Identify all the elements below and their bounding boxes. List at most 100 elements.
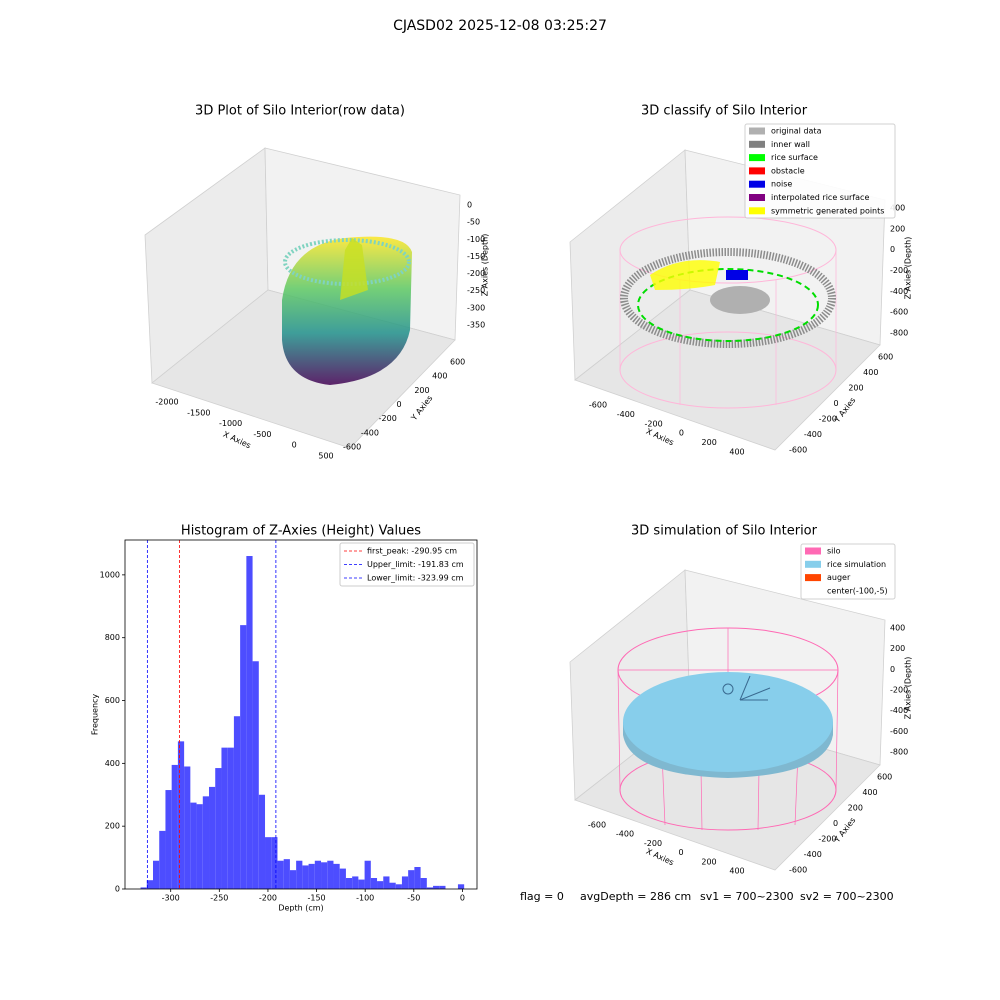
- z-tick-label: -300: [467, 303, 485, 312]
- axis-label: Z Axies (Depth): [481, 234, 490, 297]
- x-tick-label: -1500: [187, 408, 210, 417]
- z-tick-label: -100: [467, 235, 485, 244]
- x-tick-label: 0: [460, 894, 465, 903]
- bar: [314, 860, 322, 889]
- bar: [283, 859, 290, 889]
- y-tick-label: 400: [105, 759, 120, 768]
- x-tick-label: -200: [259, 894, 277, 903]
- footer-text: sv1 = 700~2300: [700, 890, 794, 903]
- bar: [271, 837, 278, 889]
- x-tick-label: 400: [729, 448, 744, 457]
- inner-wall: [620, 248, 836, 348]
- y-tick-label: 600: [878, 353, 893, 362]
- bar: [277, 860, 284, 889]
- legend-swatch: [749, 207, 765, 215]
- legend-label: obstacle: [771, 166, 805, 175]
- y-tick-label: 600: [877, 773, 892, 782]
- bar: [408, 870, 415, 889]
- bar: [352, 876, 359, 889]
- y-tick-label: 200: [105, 822, 120, 831]
- z-tick-label: -200: [890, 266, 908, 275]
- bar: [221, 747, 228, 889]
- legend-swatch: [805, 587, 821, 595]
- legend-swatch: [749, 194, 765, 201]
- x-axis-label: Depth (cm): [278, 904, 323, 913]
- bar: [159, 830, 166, 889]
- legend-label: noise: [771, 180, 792, 189]
- z-tick-label: -350: [467, 321, 485, 330]
- auger: [722, 683, 734, 695]
- z-tick-label: -150: [467, 252, 485, 261]
- bar: [196, 804, 203, 889]
- x-tick-label: -200: [644, 839, 662, 848]
- x-tick-label: 0: [679, 429, 684, 438]
- bar: [240, 625, 247, 889]
- bar: [233, 716, 241, 889]
- y-tick-label: 0: [833, 819, 838, 828]
- y-tick-label: 0: [834, 399, 839, 408]
- rice-surface: [637, 268, 819, 342]
- legend-label: original data: [771, 127, 822, 136]
- y-tick-label: -600: [789, 446, 807, 455]
- chart-title: 3D classify of Silo Interior: [641, 104, 808, 119]
- bar: [296, 860, 303, 889]
- legend-label: center(-100,-5): [827, 586, 888, 595]
- footer-text: sv2 = 700~2300: [800, 890, 894, 903]
- y-tick-label: 400: [862, 788, 877, 797]
- x-tick-label: -400: [617, 410, 635, 419]
- y-tick-label: -400: [361, 428, 379, 437]
- legend-box: [339, 542, 475, 587]
- bar: [327, 860, 334, 889]
- y-axis-label: Frequency: [91, 694, 100, 736]
- bar: [265, 837, 272, 889]
- bar: [258, 794, 266, 889]
- axis-pane: [574, 289, 881, 451]
- legend-swatch: [749, 140, 765, 148]
- z-tick-label: -800: [890, 329, 908, 338]
- z-tick-label: -400: [890, 287, 908, 296]
- bar: [140, 887, 147, 889]
- bar: [414, 867, 421, 889]
- silo-wire: [619, 250, 837, 405]
- bar: [246, 556, 253, 889]
- bar: [377, 881, 384, 889]
- y-tick-label: 0: [397, 400, 402, 409]
- noise-cluster: [726, 270, 748, 280]
- x-tick-label: 200: [701, 857, 716, 866]
- legend-swatch: [805, 560, 821, 568]
- x-tick-label: -300: [162, 894, 180, 903]
- bar: [252, 661, 259, 889]
- symmetric-points: [650, 260, 720, 290]
- legend-label: Upper_limit: -191.83 cm: [367, 560, 464, 569]
- chart-title: Histogram of Z-Axies (Height) Values: [181, 524, 421, 539]
- y-tick-label: 600: [450, 358, 465, 367]
- legend-box: [744, 123, 896, 219]
- legend-swatch: [749, 180, 765, 188]
- chart-title: 3D Plot of Silo Interior(row data): [195, 104, 405, 119]
- bar: [215, 768, 222, 889]
- bar: [370, 878, 378, 889]
- z-tick-label: 200: [890, 224, 905, 233]
- bar: [153, 860, 160, 889]
- x-tick-label: -250: [210, 894, 228, 903]
- z-tick-label: -200: [890, 686, 908, 695]
- bar: [146, 880, 154, 889]
- original-data: [710, 286, 770, 314]
- legend-label: inner wall: [771, 140, 810, 149]
- y-tick-label: 0: [115, 885, 120, 894]
- y-tick-label: 400: [863, 368, 878, 377]
- legend-swatch: [749, 154, 765, 162]
- bar: [289, 870, 297, 889]
- legend-swatch: [749, 127, 765, 135]
- bar: [202, 796, 210, 889]
- x-tick-label: 0: [678, 848, 683, 857]
- point-cloud-peak: [340, 238, 368, 300]
- bar: [177, 741, 185, 889]
- z-tick-label: 0: [890, 665, 895, 674]
- bar: [333, 863, 340, 889]
- plot-frame: [124, 539, 478, 890]
- legend-swatch: [805, 547, 821, 555]
- x-tick-label: -150: [307, 894, 325, 903]
- bar: [184, 766, 191, 889]
- y-tick-label: 200: [414, 386, 429, 395]
